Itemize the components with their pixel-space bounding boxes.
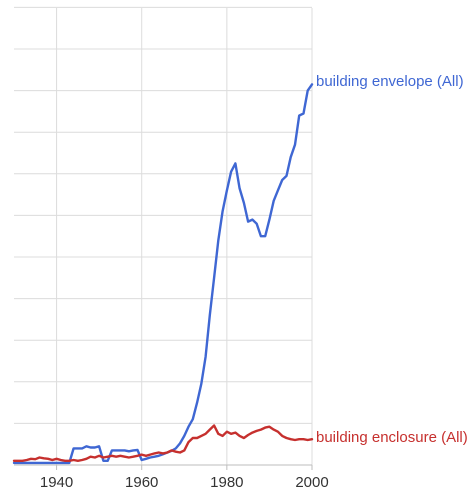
series-line-1 — [12, 83, 314, 465]
chart-grid — [14, 6, 313, 466]
series-label-1: building envelope (All) — [316, 73, 464, 90]
x-tick-label: 1940 — [40, 474, 73, 491]
series-label-2: building enclosure (All) — [316, 429, 468, 446]
chart-series — [12, 83, 314, 465]
series-labels: building envelope (All) building enclosur… — [316, 73, 468, 446]
x-tick-label: 2000 — [295, 474, 328, 491]
x-tick-label: 1980 — [210, 474, 243, 491]
x-axis-ticks: 1940 1960 1980 2000 — [40, 465, 329, 491]
x-tick-label: 1960 — [125, 474, 158, 491]
series-line-2 — [12, 424, 314, 462]
